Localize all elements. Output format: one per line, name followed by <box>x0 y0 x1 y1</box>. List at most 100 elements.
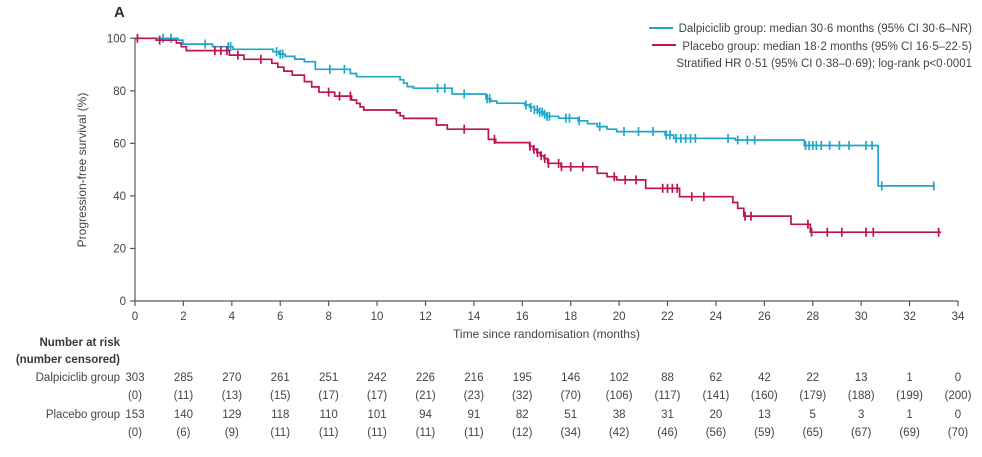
censored-count: (17) <box>318 390 339 402</box>
risk-count: 153 <box>125 409 145 421</box>
x-axis-title: Time since randomisation (months) <box>453 327 640 341</box>
risk-count: 51 <box>564 409 578 421</box>
censored-count: (199) <box>896 390 923 402</box>
censored-count: (15) <box>270 390 291 402</box>
hr-annotation: Stratified HR 0·51 (95% CI 0·38–0·69); l… <box>676 58 972 70</box>
risk-count: 94 <box>419 409 432 421</box>
risk-count: 82 <box>515 409 529 421</box>
risk-count: 110 <box>319 409 338 421</box>
censored-count: (11) <box>367 427 387 439</box>
risk-count: 118 <box>271 409 290 421</box>
censored-count: (179) <box>799 390 827 402</box>
censored-count: (6) <box>176 427 191 439</box>
risk-count: 13 <box>757 409 771 421</box>
y-tick-label: 60 <box>113 138 126 150</box>
risk-row-label-dalpiciclib: Dalpiciclib group <box>35 372 120 384</box>
risk-count: 0 <box>954 409 962 421</box>
x-tick-label: 24 <box>710 311 723 323</box>
y-tick-label: 80 <box>113 86 126 98</box>
risk-count: 22 <box>806 372 820 384</box>
censored-count: (160) <box>750 390 778 402</box>
censored-count: (141) <box>702 390 730 402</box>
censored-count: (11) <box>415 427 436 439</box>
panel-label: A <box>114 4 125 21</box>
censored-count: (65) <box>802 427 823 439</box>
risk-count: 88 <box>661 372 674 384</box>
risk-count: 31 <box>661 409 674 421</box>
legend-entry-dalpiciclib: Dalpiciclib group: median 30·6 months (9… <box>648 21 972 39</box>
y-tick-label: 40 <box>113 191 126 203</box>
placebo-curve <box>135 37 942 234</box>
risk-count: 129 <box>222 409 242 421</box>
x-tick-label: 16 <box>516 311 529 323</box>
risk-count: 101 <box>367 409 387 421</box>
censored-count: (11) <box>173 390 194 402</box>
censored-count: (46) <box>657 427 678 439</box>
x-tick-label: 32 <box>903 311 916 323</box>
risk-count: 285 <box>173 372 193 384</box>
risk-count: 226 <box>415 372 436 384</box>
x-tick-label: 14 <box>467 311 480 323</box>
x-tick-label: 2 <box>180 311 186 323</box>
censored-count: (69) <box>899 427 920 439</box>
risk-table-header-2: (number censored) <box>15 354 120 366</box>
risk-count: 91 <box>467 409 481 421</box>
censored-count: (12) <box>512 427 533 439</box>
risk-count: 251 <box>319 372 339 384</box>
risk-count: 261 <box>270 372 290 384</box>
legend: Dalpiciclib group: median 30·6 months (9… <box>648 21 972 74</box>
x-tick-label: 30 <box>855 311 868 323</box>
risk-count: 102 <box>609 372 629 384</box>
x-tick-label: 8 <box>325 311 331 323</box>
risk-count: 242 <box>367 372 387 384</box>
risk-count: 38 <box>612 409 626 421</box>
risk-count: 5 <box>809 409 816 421</box>
risk-count: 303 <box>125 372 145 384</box>
placebo-line-swatch <box>652 44 677 47</box>
censored-count: (200) <box>944 390 972 402</box>
risk-count: 3 <box>857 409 865 421</box>
risk-count: 1 <box>906 409 913 421</box>
censored-count: (23) <box>463 390 485 402</box>
risk-count: 13 <box>854 372 868 384</box>
censored-count: (56) <box>705 427 727 439</box>
risk-table-header-1: Number at risk <box>39 337 120 349</box>
legend-entry-placebo: Placebo group: median 18·2 months (95% C… <box>649 39 972 57</box>
y-tick-label: 100 <box>107 33 126 45</box>
censored-count: (11) <box>464 427 484 439</box>
y-tick-label: 0 <box>120 296 126 308</box>
x-tick-label: 28 <box>806 311 819 323</box>
censored-count: (21) <box>415 390 436 402</box>
dalpiciclib-line-swatch <box>648 26 673 29</box>
risk-row-label-placebo: Placebo group <box>45 409 120 421</box>
censored-count: (13) <box>221 390 243 402</box>
censored-count: (11) <box>318 427 339 439</box>
censored-count: (70) <box>560 390 581 402</box>
x-tick-label: 22 <box>661 311 674 323</box>
censored-count: (34) <box>560 427 581 439</box>
risk-count: 0 <box>954 372 962 384</box>
risk-count: 270 <box>222 372 242 384</box>
x-tick-label: 18 <box>564 311 577 323</box>
x-tick-label: 34 <box>952 311 965 323</box>
censored-count: (106) <box>605 390 633 402</box>
risk-count: 62 <box>709 372 723 384</box>
x-tick-label: 26 <box>758 311 771 323</box>
x-tick-label: 6 <box>277 311 283 323</box>
censored-count: (59) <box>754 427 775 439</box>
censored-count: (67) <box>850 427 872 439</box>
x-tick-label: 4 <box>229 311 236 323</box>
censored-count: (70) <box>947 427 969 439</box>
censored-count: (188) <box>847 390 875 402</box>
x-tick-label: 10 <box>371 311 384 323</box>
risk-count: 146 <box>561 372 581 384</box>
censored-count: (32) <box>512 390 533 402</box>
risk-count: 216 <box>464 372 484 384</box>
censored-count: (0) <box>127 427 143 439</box>
censored-count: (117) <box>654 390 681 402</box>
censored-count: (0) <box>127 390 143 402</box>
y-tick-label: 20 <box>113 243 126 255</box>
